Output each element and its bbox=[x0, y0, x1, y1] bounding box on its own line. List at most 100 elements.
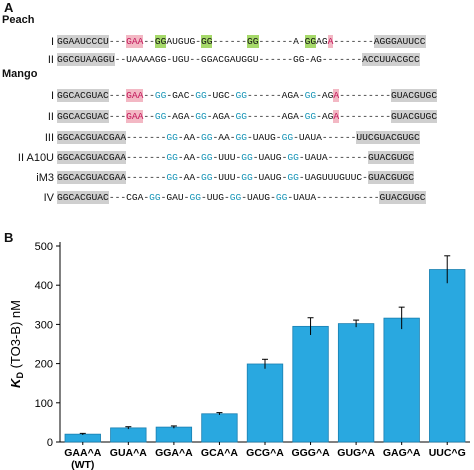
sequence-segment: -AA- bbox=[177, 172, 201, 183]
sequence-segment: GG bbox=[287, 172, 299, 183]
sequence-segment: -AA- bbox=[212, 132, 236, 143]
sequence-segment: AGGGAUUCC bbox=[373, 35, 426, 48]
sequence-segment: --- bbox=[108, 90, 127, 101]
sequence-segment: GG bbox=[241, 172, 253, 183]
y-axis-label: KD (TO3-B) nM bbox=[8, 300, 25, 388]
x-tick-label: (WT) bbox=[71, 459, 94, 470]
row-name: II bbox=[47, 54, 54, 66]
sequence-segment: GGCGUAAGGU bbox=[57, 53, 115, 66]
x-tick-label: GGA^A bbox=[155, 447, 193, 459]
sequence: GGCACGUACGAA-------GG-AA-GG-UUU-GG-UAUG-… bbox=[57, 151, 414, 165]
x-tick-label: GCG^A bbox=[246, 447, 284, 459]
sequence-segment: -GAU- bbox=[160, 192, 190, 203]
group-label-mango: Mango bbox=[2, 68, 38, 80]
sequence-segment: GG bbox=[247, 35, 259, 48]
alignment-row: iM3 GGCACGUACGAA-------GG-AA-GG-UUU-GG-UA… bbox=[0, 170, 474, 186]
sequence-segment: A bbox=[333, 110, 340, 123]
sequence-segment: -- bbox=[143, 90, 155, 101]
sequence-segment: GG bbox=[166, 152, 178, 163]
sequence-segment: -UUU- bbox=[212, 152, 242, 163]
sequence-segment: ---CGA- bbox=[108, 192, 150, 203]
sequence-segment: ------- bbox=[126, 152, 167, 163]
sequence-segment: -UAUG- bbox=[247, 132, 282, 143]
sequence-segment: ------- bbox=[126, 132, 167, 143]
sequence-segment: -AA- bbox=[177, 132, 201, 143]
sequence-segment: -UUG- bbox=[200, 192, 230, 203]
sequence-segment: -AGA- bbox=[166, 111, 196, 122]
bar bbox=[155, 426, 193, 443]
sequence-segment: -UAUA- bbox=[287, 192, 322, 203]
sequence-segment: -UAUA- bbox=[298, 152, 334, 163]
x-tick-label: GGG^A bbox=[291, 447, 330, 459]
row-name: iM3 bbox=[36, 172, 54, 184]
sequence-segment: GG bbox=[195, 111, 207, 122]
sequence-segment: AUGUG- bbox=[166, 36, 201, 47]
alignment-row: II A10U GGCACGUACGAA-------GG-AA-GG-UUU-G… bbox=[0, 150, 474, 166]
sequence-segment: --------- bbox=[339, 90, 392, 101]
bar bbox=[246, 363, 284, 443]
sequence-segment: ---------- bbox=[321, 192, 380, 203]
sequence-segment: -GAC- bbox=[166, 90, 196, 101]
sequence: GGCACGUACGAA-------GG-AA-GG-UUU-GG-UAUG-… bbox=[57, 171, 414, 185]
sequence-segment: ------AGA- bbox=[247, 90, 305, 101]
sequence-segment: GGAAUCCCU bbox=[57, 35, 109, 48]
bar bbox=[110, 427, 147, 443]
row-name: II A10U bbox=[17, 152, 54, 164]
x-tick-label: GAG^A bbox=[383, 447, 421, 459]
sequence-segment: ------- bbox=[126, 172, 167, 183]
sequence-segment: GUACGUGC bbox=[391, 110, 438, 123]
sequence: GGCACGUAC---GAA--GG-GAC-GG-UGC-GG------A… bbox=[57, 89, 438, 103]
sequence: GGAAUCCCU---GAA--GGAUGUG-GG------GG-----… bbox=[57, 35, 426, 49]
bar bbox=[383, 317, 420, 443]
alignment-row: II GGCGUAAGGU--UAAAAGG-UGU--GGACGAUGGU---… bbox=[0, 52, 474, 68]
sequence-segment: ----- bbox=[327, 132, 357, 143]
sequence: GGCGUAAGGU--UAAAAGG-UGU--GGACGAUGGU-----… bbox=[57, 53, 420, 67]
sequence-segment: GG bbox=[166, 172, 178, 183]
sequence-segment: GGCACGUACGAA bbox=[57, 131, 127, 144]
sequence-segment: ACCUUACGCC bbox=[362, 53, 420, 66]
sequence-segment: -AG bbox=[316, 90, 334, 101]
x-tick-label: GAA^A bbox=[64, 447, 101, 459]
sequence-segment: --UAAAAGG-UGU--GGACGAUGGU------GG-AG----… bbox=[114, 54, 363, 65]
sequence-segment: A bbox=[333, 89, 340, 102]
sequence-segment: GG bbox=[200, 172, 213, 183]
y-tick-label: 0 bbox=[47, 437, 53, 449]
sequence-segment: -UAUG- bbox=[241, 192, 276, 203]
sequence-segment: GAA bbox=[126, 35, 144, 48]
sequence-segment: GGCACGUACGAA bbox=[57, 151, 127, 164]
sequence-segment: GGCACGUAC bbox=[57, 110, 109, 123]
row-name: I bbox=[50, 36, 54, 48]
sequence-segment: GG bbox=[154, 90, 167, 101]
sequence-segment: GG bbox=[229, 192, 242, 203]
sequence-segment: --- bbox=[108, 111, 127, 122]
bar bbox=[292, 325, 329, 443]
kd-bar-chart: 0 100 200 300 400 500 KD (TO3-B) nM GAA^A(WT) GU… bbox=[8, 241, 470, 470]
sequence-segment: GUACGUGC bbox=[391, 89, 438, 102]
sequence-segment: -UAUG- bbox=[252, 152, 288, 163]
sequence-segment: -UUU- bbox=[212, 172, 242, 183]
sequence-segment: GG bbox=[166, 132, 178, 143]
sequence-segment: GG bbox=[281, 132, 294, 143]
sequence-segment: GG bbox=[304, 111, 317, 122]
y-tick-label: 300 bbox=[35, 319, 53, 331]
sequence-segment: GG bbox=[235, 90, 248, 101]
x-tick-label: GUG^A bbox=[337, 447, 375, 459]
sequence-segment: -AA- bbox=[177, 152, 201, 163]
row-name: IV bbox=[43, 192, 54, 204]
sequence-segment: GG bbox=[195, 90, 207, 101]
x-tick-label: GUA^A bbox=[110, 447, 147, 459]
x-tick-label: GCA^A bbox=[201, 447, 238, 459]
panel-a-label: A bbox=[4, 0, 14, 15]
sequence-segment: A bbox=[327, 35, 334, 48]
sequence-segment: UUCGUACGUGC bbox=[356, 131, 420, 144]
sequence-segment: GG bbox=[200, 152, 213, 163]
sequence-segment: ------- bbox=[333, 36, 374, 47]
sequence-segment: GG bbox=[287, 152, 299, 163]
y-tick-label: 100 bbox=[35, 398, 53, 410]
sequence-segment: -- bbox=[143, 36, 155, 47]
sequence-segment: ------ bbox=[333, 152, 368, 163]
sequence-segment: GG bbox=[149, 192, 161, 203]
group-label-peach: Peach bbox=[2, 14, 35, 26]
sequence-segment: GGCACGUAC bbox=[57, 89, 109, 102]
y-tick-label: 400 bbox=[35, 280, 53, 292]
